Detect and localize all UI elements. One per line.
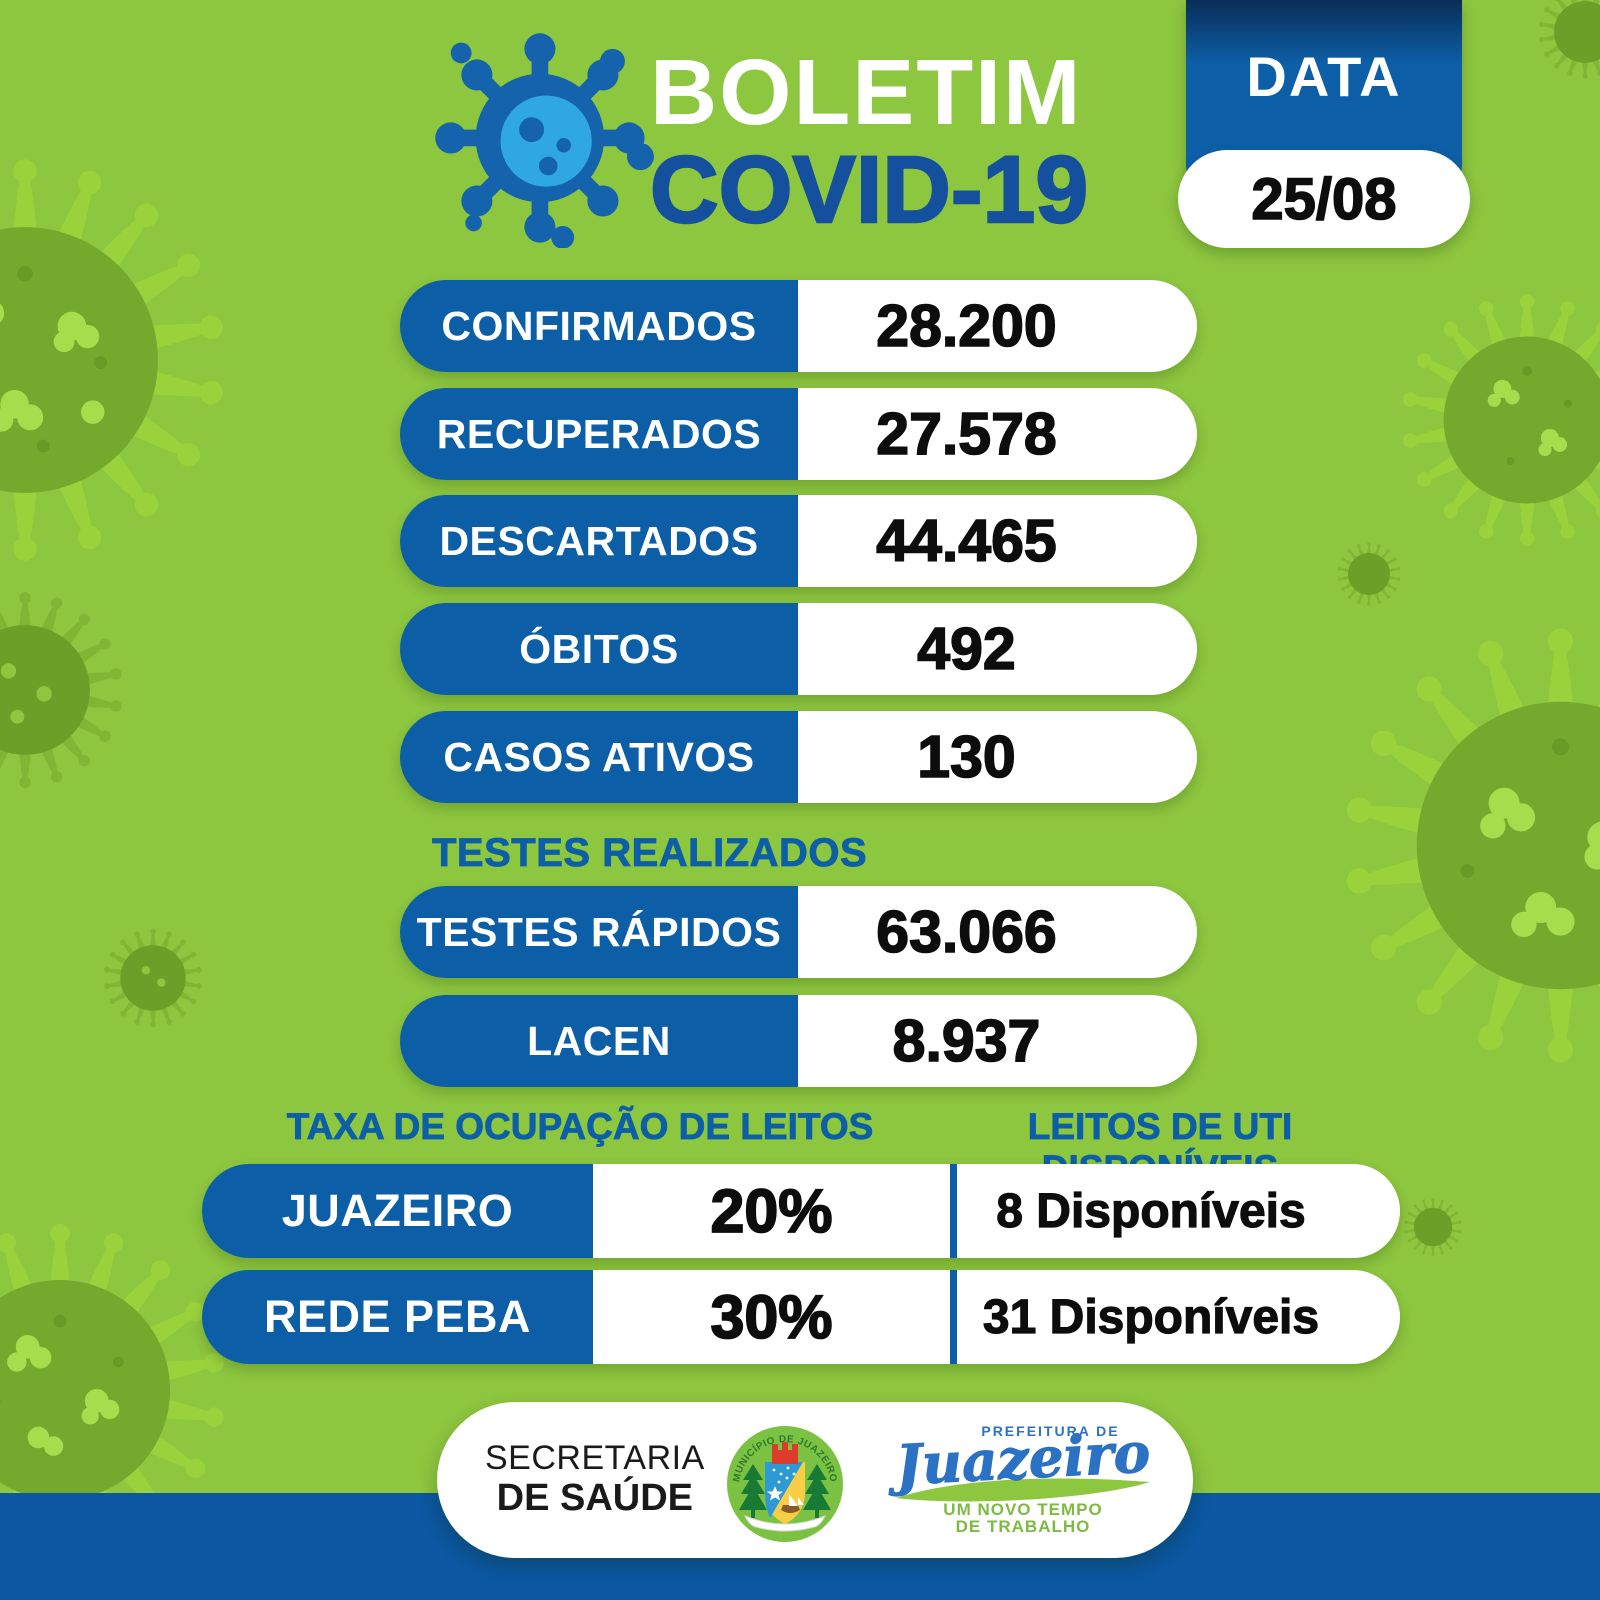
test-value: 8.937 <box>798 995 1197 1087</box>
crest-trees <box>739 1464 831 1518</box>
virus-decoration <box>1402 1196 1464 1258</box>
bed-row: JUAZEIRO 20% 8 Disponíveis <box>202 1164 1400 1258</box>
bed-label: JUAZEIRO <box>202 1164 593 1258</box>
stat-value: 27.578 <box>798 388 1197 480</box>
stat-row: RECUPERADOS 27.578 <box>400 388 1197 480</box>
stat-value: 44.465 <box>798 495 1197 587</box>
secretaria-line1: SECRETARIA <box>485 1438 705 1477</box>
title-line2: COVID-19 <box>649 137 1090 243</box>
title-line1: BOLETIM <box>650 40 1083 144</box>
crest-ribbon <box>743 1515 827 1532</box>
stat-row: DESCARTADOS 44.465 <box>400 495 1197 587</box>
test-label: LACEN <box>400 995 798 1087</box>
juazeiro-coat-of-arms-icon: MUNICÍPIO DE JUAZEIRO <box>727 1426 843 1542</box>
stat-row: ÓBITOS 492 <box>400 603 1197 695</box>
bed-available: 8 Disponíveis <box>957 1164 1400 1258</box>
test-row: LACEN 8.937 <box>400 995 1197 1087</box>
virus-logo-icon <box>435 33 654 248</box>
stat-label: CASOS ATIVOS <box>400 711 798 803</box>
slogan-line2: DE TRABALHO <box>955 1516 1091 1536</box>
test-value: 63.066 <box>798 886 1197 978</box>
prefeitura-logo: PREFEITURA DE Juazeiro UM NOVO TEMPO DE … <box>873 1419 1173 1537</box>
city-script-logo: Juazeiro <box>894 1419 1152 1498</box>
virus-decoration <box>1535 0 1600 82</box>
crest-crown <box>772 1442 798 1464</box>
virus-decoration <box>1328 613 1600 1078</box>
slogan-line1: UM NOVO TEMPO <box>943 1500 1103 1520</box>
bed-occupancy: 30% <box>593 1270 950 1364</box>
occupancy-header: TAXA DE OCUPAÇÃO DE LEITOS <box>286 1106 874 1148</box>
stat-value: 28.200 <box>798 280 1197 372</box>
tests-section-title: TESTES REALIZADOS <box>432 831 868 876</box>
bed-label: REDE PEBA <box>202 1270 593 1364</box>
date-label: DATA <box>1246 45 1402 108</box>
secretaria-line2: DE SAÚDE <box>496 1477 693 1520</box>
stat-label: RECUPERADOS <box>400 388 798 480</box>
secretaria-block: SECRETARIA DE SAÚDE <box>485 1438 705 1520</box>
bed-row: REDE PEBA 30% 31 Disponíveis <box>202 1270 1400 1364</box>
virus-decoration <box>0 585 130 795</box>
stat-row: CONFIRMADOS 28.200 <box>400 280 1197 372</box>
stat-label: ÓBITOS <box>400 603 798 695</box>
stat-label: DESCARTADOS <box>400 495 798 587</box>
test-label: TESTES RÁPIDOS <box>400 886 798 978</box>
virus-decoration <box>1392 285 1600 555</box>
virus-decoration <box>1335 540 1403 608</box>
divider <box>950 1164 957 1258</box>
stat-label: CONFIRMADOS <box>400 280 798 372</box>
stat-value: 492 <box>798 603 1197 695</box>
date-value: 25/08 <box>1178 150 1470 248</box>
virus-decoration <box>100 925 206 1031</box>
virus-decoration <box>0 145 240 575</box>
stat-row: CASOS ATIVOS 130 <box>400 711 1197 803</box>
swoosh-underline <box>896 1478 1150 1502</box>
page-title: BOLETIM COVID-19 <box>649 40 1090 243</box>
bed-occupancy: 20% <box>593 1164 950 1258</box>
footer-card: SECRETARIA DE SAÚDE MUNICÍPIO DE JUAZEIR… <box>437 1402 1193 1558</box>
prefeitura-label: PREFEITURA DE <box>981 1423 1120 1440</box>
stat-value: 130 <box>798 711 1197 803</box>
divider <box>950 1270 957 1364</box>
crest-shield <box>765 1462 805 1524</box>
test-row: TESTES RÁPIDOS 63.066 <box>400 886 1197 978</box>
bed-available: 31 Disponíveis <box>957 1270 1400 1364</box>
